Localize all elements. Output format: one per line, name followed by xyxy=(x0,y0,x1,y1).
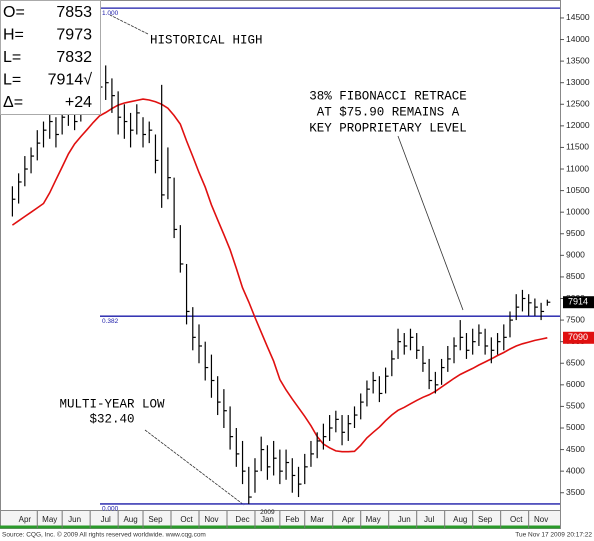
x-tick-label: Aug xyxy=(123,515,137,524)
x-tick-label: Jul xyxy=(101,515,111,524)
readout-label: H= xyxy=(3,27,24,44)
annotation-low: MULTI-YEAR LOW xyxy=(59,397,165,411)
annotation-fib: AT $75.90 REMAINS A xyxy=(317,105,460,119)
footer-source: Source: CQG, Inc. © 2009 All rights rese… xyxy=(2,531,206,539)
readout-value: 7832 xyxy=(56,49,92,66)
y-tick-label: 8500 xyxy=(566,271,585,281)
annotation-fib: KEY PROPRIETARY LEVEL xyxy=(309,121,467,135)
x-tick-label: Feb xyxy=(285,515,299,524)
readout-box: O= 7853 H= 7973 L= 7832 L= 7914√ Δ= +24 xyxy=(0,0,101,115)
y-tick-label: 11000 xyxy=(566,163,589,173)
readout-value: 7853 xyxy=(56,4,92,21)
y-tick-label: 10000 xyxy=(566,206,590,216)
annotation-fib: 38% FIBONACCI RETRACE xyxy=(309,89,467,103)
annotation-arrow xyxy=(397,135,464,311)
x-tick-label: Nov xyxy=(204,515,218,524)
annotation-low: $32.40 xyxy=(89,412,134,426)
y-tick-label: 13000 xyxy=(566,77,590,87)
y-tick-label: 9500 xyxy=(566,228,585,238)
value-box xyxy=(563,331,594,344)
annotation-high: HISTORICAL HIGH xyxy=(150,33,263,47)
readout-value: 7914√ xyxy=(48,72,93,89)
x-tick-label: Sep xyxy=(478,515,493,524)
x-tick-label: Jan xyxy=(261,515,274,524)
footer-timestamp: Tue Nov 17 2009 20:17:22 xyxy=(515,532,592,539)
y-tick-label: 12000 xyxy=(566,120,590,130)
readout-frame xyxy=(0,0,101,115)
value-box-label: 7914 xyxy=(568,297,588,307)
value-box-label: 7090 xyxy=(568,332,588,342)
readout-label: L= xyxy=(3,72,21,89)
x-tick-label: May xyxy=(42,515,57,524)
y-tick-label: 14000 xyxy=(566,34,590,44)
y-tick-label: 11500 xyxy=(566,142,589,152)
x-tick-label: Apr xyxy=(342,515,355,524)
y-tick-label: 4000 xyxy=(566,465,585,475)
x-tick-label: May xyxy=(366,515,381,524)
y-tick-label: 6500 xyxy=(566,357,585,367)
x-tick-label: Oct xyxy=(510,515,523,524)
x-tick-label: Oct xyxy=(180,515,193,524)
x-tick-label: Apr xyxy=(19,515,32,524)
y-tick-label: 9000 xyxy=(566,250,585,260)
x-tick-label: Sep xyxy=(148,515,163,524)
x-tick-label: Nov xyxy=(534,515,548,524)
fib-level-label: 0.000 xyxy=(102,506,119,513)
x-tick-label: Jul xyxy=(424,515,434,524)
readout-value: 7973 xyxy=(56,27,92,44)
y-tick-label: 12500 xyxy=(566,99,590,109)
y-tick-label: 5000 xyxy=(566,422,585,432)
y-tick-label: 14500 xyxy=(566,12,590,22)
y-tick-label: 5500 xyxy=(566,401,585,411)
fib-level-label: 0.382 xyxy=(102,318,119,325)
y-tick-label: 6000 xyxy=(566,379,585,389)
y-tick-label: 4500 xyxy=(566,444,585,454)
annotation-arrow xyxy=(144,429,245,506)
y-tick-label: 3500 xyxy=(566,487,585,497)
y-tick-label: 13500 xyxy=(566,55,590,65)
x-tick-label: Dec xyxy=(235,515,249,524)
readout-label: L= xyxy=(3,49,21,66)
y-tick-label: 10500 xyxy=(566,185,590,195)
y-tick-label: 7500 xyxy=(566,314,585,324)
x-tick-label: Mar xyxy=(310,515,324,524)
annotation-arrow xyxy=(109,14,149,35)
readout-label: O= xyxy=(3,4,25,21)
x-tick-label: Jun xyxy=(68,515,81,524)
x-tick-label: Aug xyxy=(453,515,467,524)
readout-value: +24 xyxy=(65,94,92,111)
value-box xyxy=(563,296,594,309)
x-tick-label: Jun xyxy=(398,515,411,524)
fib-level-label: 1.000 xyxy=(102,10,119,17)
year-label: 2009 xyxy=(260,509,275,516)
moving-average xyxy=(11,98,548,453)
readout-label: Δ= xyxy=(3,94,23,111)
